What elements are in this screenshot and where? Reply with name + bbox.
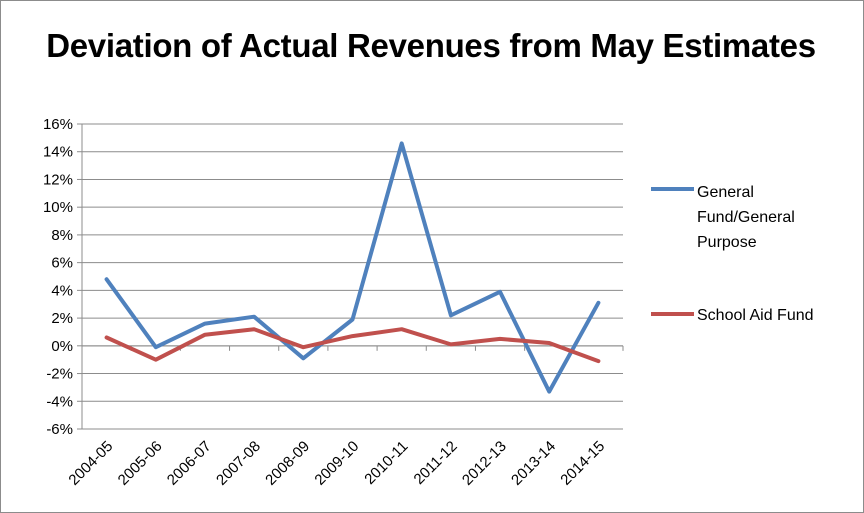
y-tick-label: 2%	[51, 310, 73, 327]
x-tick-label: 2009-10	[311, 438, 362, 489]
y-tick-label: -4%	[46, 393, 73, 410]
y-tick-label: 16%	[43, 116, 73, 133]
y-tick-label: 6%	[51, 255, 73, 272]
y-tick-label: 4%	[51, 282, 73, 299]
y-tick-label: 0%	[51, 338, 73, 355]
series-line-2	[104, 327, 601, 364]
x-tick-label: 2004-05	[65, 438, 116, 489]
x-tick-label: 2013-14	[508, 438, 559, 489]
legend-label-2: School Aid Fund	[697, 307, 814, 324]
y-tick-label: -6%	[46, 421, 73, 438]
chart-title: Deviation of Actual Revenues from May Es…	[46, 27, 816, 64]
x-tick-label: 2012-13	[459, 438, 510, 489]
x-tick-label: 2011-12	[411, 438, 461, 488]
y-tick-label: 12%	[43, 171, 73, 188]
x-tick-label: 2005-06	[115, 438, 166, 489]
y-tick-label: 10%	[43, 199, 73, 216]
x-tick-label: 2010-11	[361, 438, 411, 488]
x-tick-label: 2007-08	[213, 438, 264, 489]
y-tick-label: 8%	[51, 227, 73, 244]
x-tick-label: 2008-09	[262, 438, 313, 489]
y-tick-label: 14%	[43, 144, 73, 161]
series-line-1	[104, 141, 601, 394]
x-tick-label: 2006-07	[164, 438, 215, 489]
x-tick-label: 2014-15	[557, 438, 608, 489]
legend-label-1: General Fund/General Purpose	[697, 184, 795, 251]
y-tick-label: -2%	[46, 366, 73, 383]
